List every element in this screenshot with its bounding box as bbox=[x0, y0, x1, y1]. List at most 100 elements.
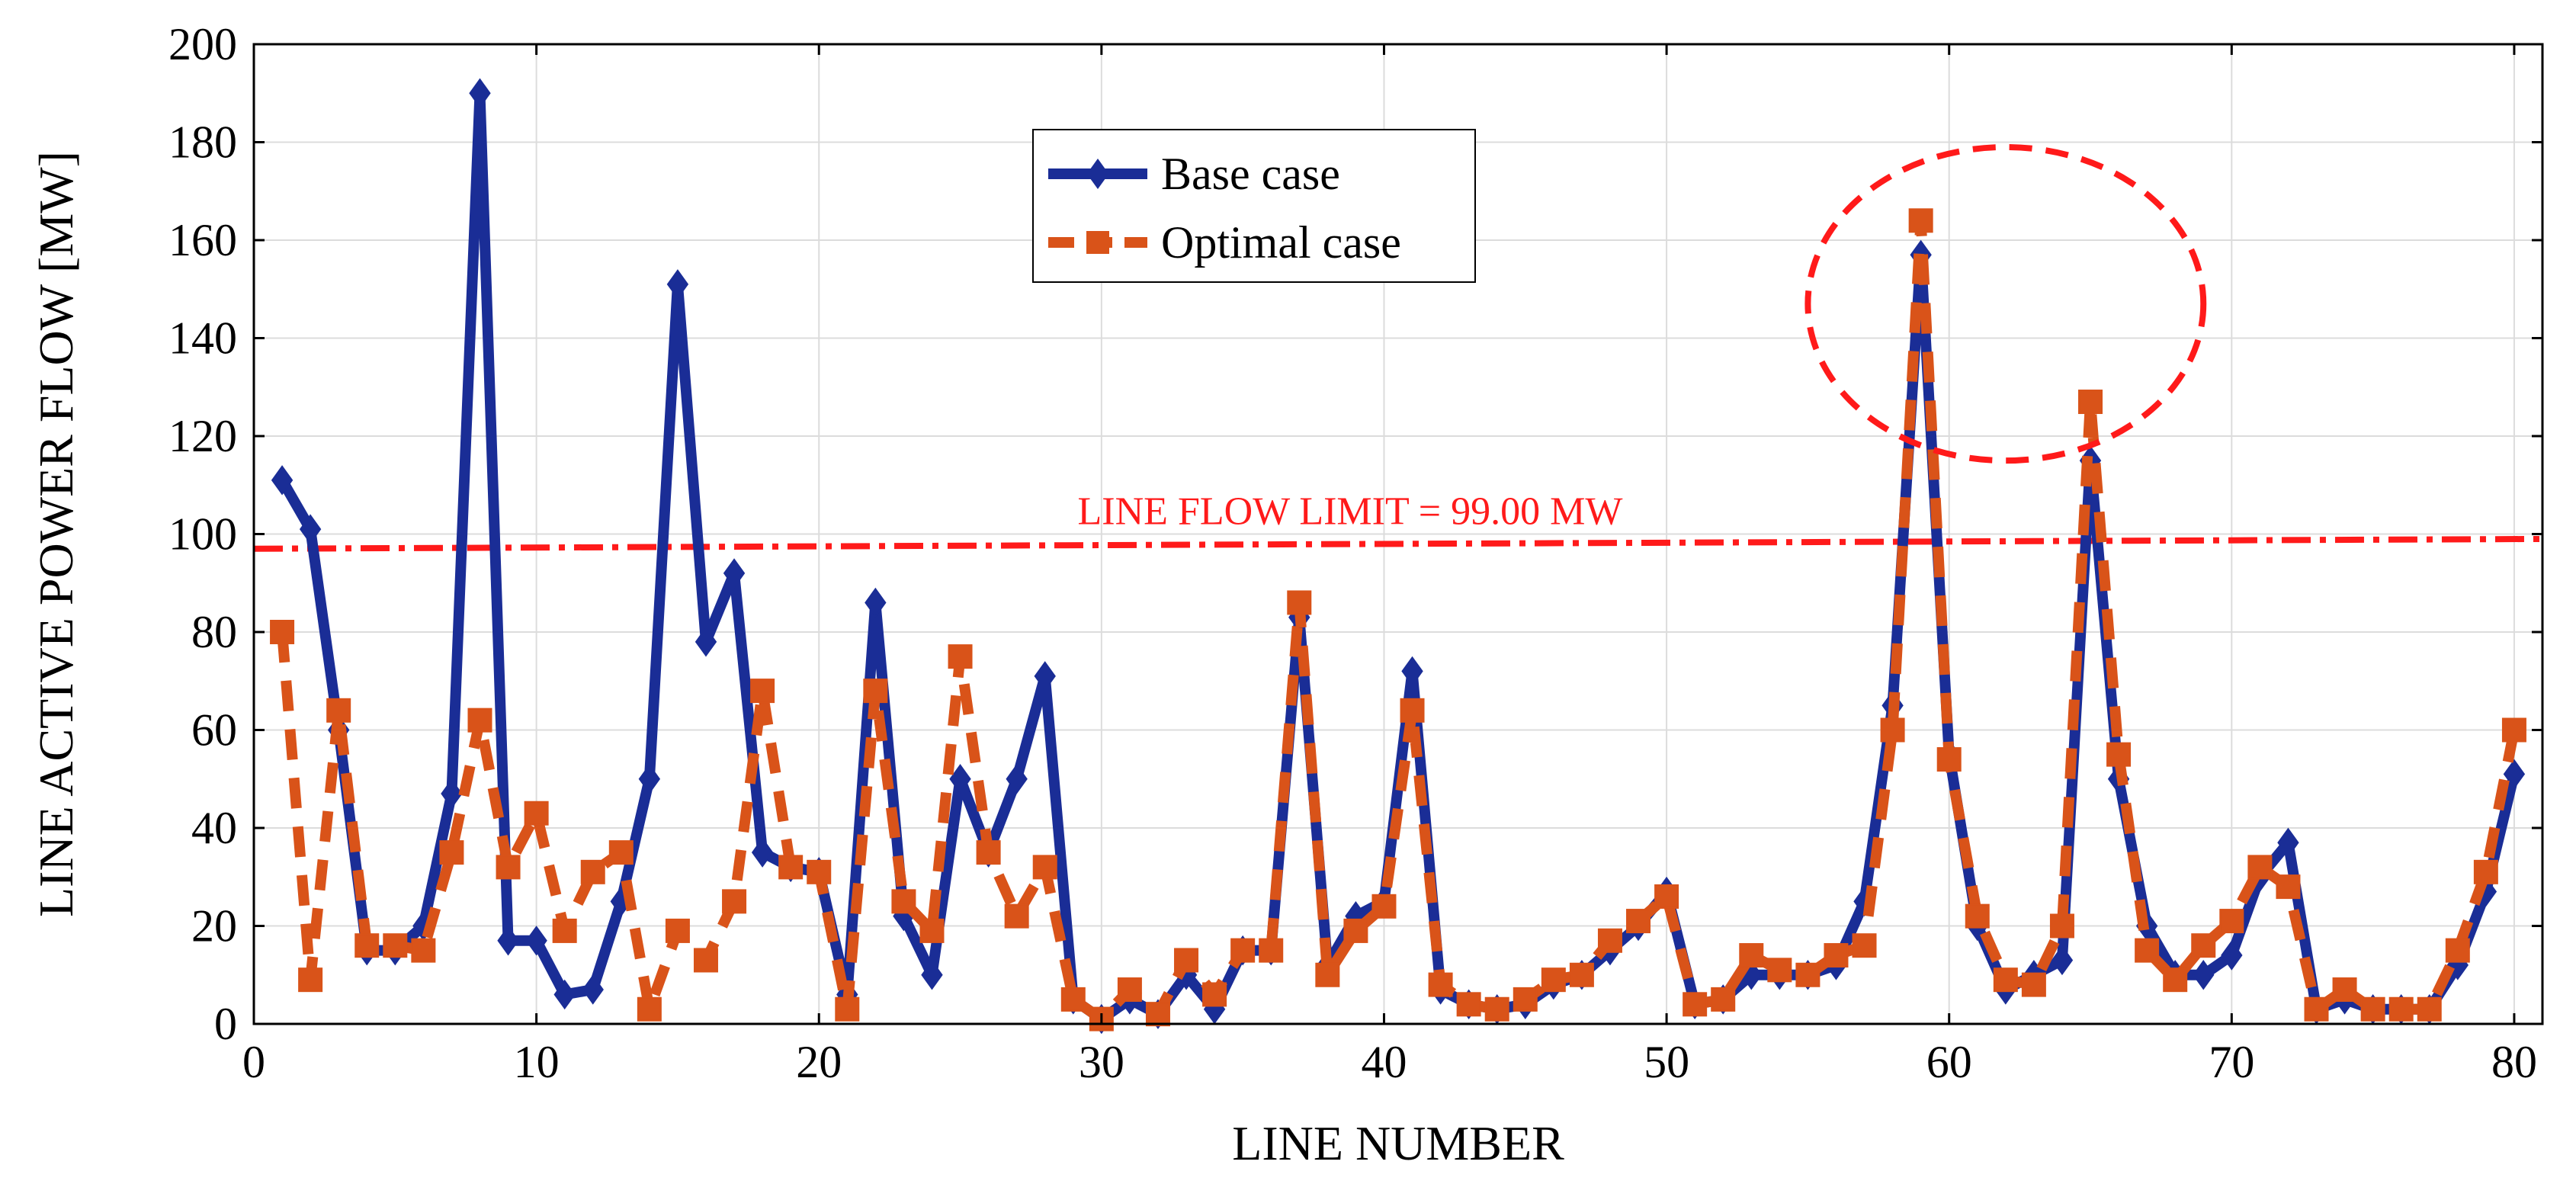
legend-label-base-case: Base case bbox=[1161, 149, 1340, 199]
data-point-base-case bbox=[723, 558, 746, 589]
data-point-optimal-case bbox=[1400, 698, 1425, 723]
series-group bbox=[270, 78, 2526, 1035]
x-tick-label: 30 bbox=[1079, 1037, 1124, 1087]
data-point-optimal-case bbox=[2332, 977, 2357, 1003]
data-point-base-case bbox=[2051, 945, 2074, 976]
data-point-optimal-case bbox=[778, 855, 804, 880]
data-point-base-case bbox=[949, 764, 971, 794]
data-point-optimal-case bbox=[863, 679, 888, 704]
data-point-optimal-case bbox=[891, 889, 916, 914]
data-point-base-case bbox=[666, 269, 689, 300]
data-point-base-case bbox=[751, 837, 774, 868]
data-point-optimal-case bbox=[354, 933, 380, 958]
data-point-optimal-case bbox=[1060, 987, 1086, 1012]
data-point-base-case bbox=[1006, 764, 1028, 794]
data-point-optimal-case bbox=[976, 840, 1001, 865]
data-point-optimal-case bbox=[1117, 977, 1142, 1003]
data-point-base-case bbox=[1401, 656, 1423, 687]
data-point-base-case bbox=[638, 764, 661, 794]
x-tick-label: 50 bbox=[1644, 1037, 1689, 1087]
data-point-optimal-case bbox=[1315, 962, 1340, 987]
data-point-base-case bbox=[695, 627, 717, 657]
data-point-base-case bbox=[2221, 940, 2243, 971]
data-point-optimal-case bbox=[552, 918, 577, 943]
data-point-optimal-case bbox=[467, 708, 492, 733]
data-point-optimal-case bbox=[2445, 938, 2470, 963]
data-point-optimal-case bbox=[2388, 996, 2414, 1022]
data-point-optimal-case bbox=[2135, 938, 2160, 963]
data-point-optimal-case bbox=[298, 967, 323, 993]
data-point-optimal-case bbox=[2304, 996, 2329, 1022]
data-point-optimal-case bbox=[2501, 717, 2526, 743]
y-tick-label: 100 bbox=[168, 509, 237, 560]
y-tick-label: 160 bbox=[168, 215, 237, 265]
data-point-optimal-case bbox=[1484, 996, 1509, 1022]
data-point-optimal-case bbox=[608, 840, 634, 865]
data-point-optimal-case bbox=[1739, 943, 1764, 968]
x-axis-title: LINE NUMBER bbox=[1232, 1116, 1564, 1170]
data-point-optimal-case bbox=[1597, 928, 1622, 953]
data-point-optimal-case bbox=[1626, 909, 1651, 934]
data-point-optimal-case bbox=[665, 918, 690, 943]
x-tick-label: 60 bbox=[1926, 1037, 1972, 1087]
data-point-optimal-case bbox=[2276, 874, 2301, 900]
data-point-optimal-case bbox=[1993, 967, 2018, 993]
x-tick-label: 70 bbox=[2209, 1037, 2254, 1087]
data-point-optimal-case bbox=[326, 698, 351, 723]
data-point-base-case bbox=[441, 778, 463, 809]
data-point-optimal-case bbox=[2247, 855, 2273, 880]
line-flow-limit-line bbox=[253, 535, 2543, 552]
limit-line-group: LINE FLOW LIMIT = 99.00 MW bbox=[253, 489, 2543, 552]
data-point-optimal-case bbox=[637, 996, 662, 1022]
data-point-optimal-case bbox=[1965, 903, 1990, 929]
data-point-optimal-case bbox=[807, 859, 832, 884]
data-point-optimal-case bbox=[2473, 859, 2498, 884]
data-point-optimal-case bbox=[1824, 943, 1849, 968]
data-point-optimal-case bbox=[1683, 992, 1708, 1017]
data-point-optimal-case bbox=[1174, 948, 1199, 973]
data-point-optimal-case bbox=[1908, 208, 1933, 233]
y-tick-label: 200 bbox=[168, 19, 237, 69]
series-line bbox=[277, 215, 2520, 1025]
data-point-optimal-case bbox=[270, 620, 295, 644]
data-point-base-case bbox=[2277, 827, 2299, 858]
data-point-optimal-case bbox=[1343, 918, 1368, 943]
data-point-optimal-case bbox=[1230, 938, 1256, 963]
data-point-optimal-case bbox=[722, 889, 747, 914]
data-point-optimal-case bbox=[2163, 967, 2188, 993]
data-point-base-case bbox=[271, 465, 294, 496]
data-point-optimal-case bbox=[919, 918, 945, 943]
data-point-base-case bbox=[2193, 960, 2215, 990]
data-point-base-case bbox=[865, 587, 887, 618]
data-point-optimal-case bbox=[2049, 913, 2074, 939]
y-tick-label: 80 bbox=[191, 607, 237, 657]
y-tick-label: 180 bbox=[168, 117, 237, 168]
data-point-optimal-case bbox=[1513, 987, 1538, 1012]
data-point-optimal-case bbox=[948, 644, 973, 669]
data-point-optimal-case bbox=[1711, 987, 1736, 1012]
data-point-optimal-case bbox=[1654, 884, 1679, 909]
data-point-optimal-case bbox=[835, 996, 860, 1022]
data-point-base-case bbox=[525, 926, 547, 956]
data-point-optimal-case bbox=[1880, 717, 1905, 743]
data-point-optimal-case bbox=[1541, 967, 1566, 993]
data-point-base-case bbox=[1034, 661, 1056, 691]
data-point-optimal-case bbox=[1371, 894, 1397, 919]
legend-marker-optimal-case bbox=[1086, 231, 1109, 254]
data-point-optimal-case bbox=[1004, 903, 1029, 929]
y-axis-title: LINE ACTIVE POWER FLOW [MW] bbox=[29, 151, 83, 917]
data-point-optimal-case bbox=[1852, 933, 1877, 958]
x-tick-label: 40 bbox=[1361, 1037, 1407, 1087]
data-point-optimal-case bbox=[1767, 958, 1792, 983]
data-point-optimal-case bbox=[1287, 590, 1312, 615]
data-point-optimal-case bbox=[2360, 996, 2385, 1022]
highlight-ellipse bbox=[1804, 143, 2207, 464]
data-point-optimal-case bbox=[1936, 747, 1962, 772]
x-tick-label: 10 bbox=[514, 1037, 560, 1087]
data-point-optimal-case bbox=[750, 679, 775, 704]
x-tick-label: 80 bbox=[2491, 1037, 2537, 1087]
line-flow-limit-label: LINE FLOW LIMIT = 99.00 MW bbox=[1078, 489, 1623, 533]
axes: 0 10 20 30 40 50 60 70 80 0 20 40 60 80 100 120 140 160 18… bbox=[168, 19, 2542, 1087]
data-point-base-case bbox=[299, 514, 322, 544]
data-point-optimal-case bbox=[1259, 938, 1284, 963]
